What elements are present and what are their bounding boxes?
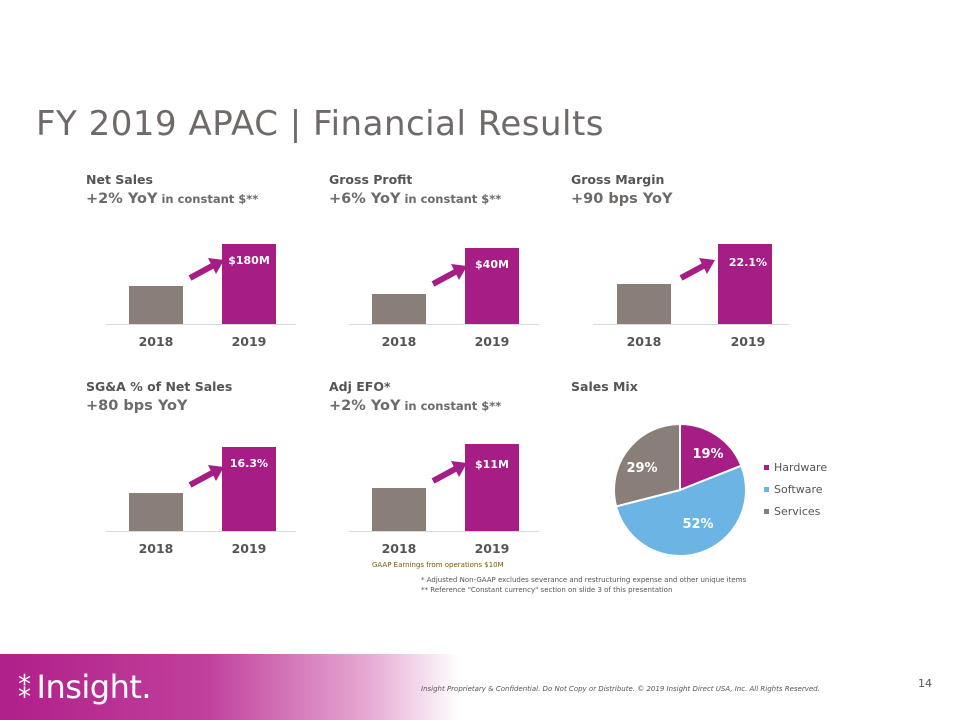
gross-profit-growth: +6% YoY in constant $** [329,191,502,207]
insight-logo: ⁑ Insight. [18,668,152,706]
adj-efo-bar-2018 [372,488,426,531]
gross-profit-panel: Gross Profit +6% YoY in constant $** $40… [329,172,549,372]
net-sales-growth: +2% YoY in constant $** [86,191,259,207]
growth-arrow-icon [431,461,467,484]
net-sales-axis [106,324,296,325]
logo-mark-icon: ⁑ [18,675,31,705]
adj-efo-panel: Adj EFO* +2% YoY in constant $** $11M 20… [329,379,549,579]
pie-slice-services [613,422,681,508]
adj-efo-growth: +2% YoY in constant $** [329,398,502,414]
adj-efo-axis [349,531,539,532]
growth-arrow-icon [188,465,224,488]
sales-mix-title: Sales Mix [571,379,638,394]
gross-margin-bar-2018 [617,284,671,324]
gross-profit-title: Gross Profit [329,172,413,187]
gross-profit-value-label: $40M [475,258,509,271]
gaap-note: GAAP Earnings from operations $10M [372,561,504,569]
gross-margin-year-2018: 2018 [626,334,662,349]
net-sales-bar-2019 [222,244,276,324]
growth-arrow-icon [188,258,224,281]
pie-slice-hardware [679,422,743,492]
net-sales-year-2019: 2019 [231,334,267,349]
gross-margin-year-2019: 2019 [730,334,766,349]
sga-year-2018: 2018 [138,541,174,556]
net-sales-bar-2018 [129,286,183,324]
gross-profit-bar-2018 [372,294,426,324]
gross-margin-axis [593,324,789,325]
adj-efo-year-2019: 2019 [474,541,510,556]
gross-margin-bar-2019 [718,244,772,324]
legend-swatch [764,508,769,514]
adj-efo-bar-2019 [465,444,519,531]
gross-profit-year-2019: 2019 [474,334,510,349]
gross-profit-year-2018: 2018 [381,334,417,349]
sga-axis [106,531,296,532]
sga-growth: +80 bps YoY [86,398,188,414]
net-sales-title: Net Sales [86,172,153,187]
adj-efo-value-label: $11M [475,458,509,471]
net-sales-value-label: $180M [228,254,270,267]
pie-label-services: 29% [626,461,657,476]
page-number: 14 [918,677,932,690]
gross-margin-value-label: 22.1% [728,256,768,269]
gross-margin-panel: Gross Margin +90 bps YoY 22.1% 2018 2019 [571,172,791,372]
sga-title: SG&A % of Net Sales [86,379,233,394]
net-sales-year-2018: 2018 [138,334,174,349]
pie-label-software: 52% [682,517,713,532]
legend-hardware: Hardware [764,461,827,474]
pie-label-hardware: 19% [692,447,723,462]
legend-software: Software [764,483,823,496]
adj-efo-title: Adj EFO* [329,379,391,394]
footnote-adjusted: * Adjusted Non-GAAP excludes severance a… [421,576,747,584]
sga-year-2019: 2019 [231,541,267,556]
sga-bar-2019 [222,447,276,531]
adj-efo-year-2018: 2018 [381,541,417,556]
net-sales-panel: Net Sales +2% YoY in constant $** $180M … [86,172,306,372]
legend-swatch [764,464,769,470]
page-title: FY 2019 APAC | Financial Results [36,104,604,144]
footnote-constant-currency: ** Reference "Constant currency" section… [421,586,673,594]
pie-slice-software [614,464,747,557]
legend-swatch [764,486,769,492]
growth-arrow-icon [679,258,715,281]
gross-margin-growth: +90 bps YoY [571,191,673,207]
gross-profit-axis [349,324,539,325]
sales-mix-pie: 19% 52% 29% [613,422,747,557]
legend-services: Services [764,505,820,518]
sga-panel: SG&A % of Net Sales +80 bps YoY 16.3% 20… [86,379,306,579]
sga-bar-2018 [129,493,183,531]
gross-profit-bar-2019 [465,248,519,324]
footer-band [0,654,460,720]
gross-margin-title: Gross Margin [571,172,665,187]
growth-arrow-icon [431,264,467,287]
sga-value-label: 16.3% [229,457,269,470]
copyright-notice: Insight Proprietary & Confidential. Do N… [421,685,820,693]
